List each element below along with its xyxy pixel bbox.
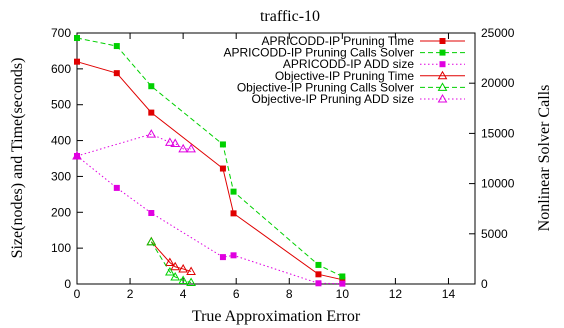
y2-axis-label: Nonlinear Solver Calls [536,85,553,232]
data-point [315,261,322,268]
x-tick-label: 10 [336,287,350,301]
x-tick-label: 14 [442,287,456,301]
series-5 [72,129,196,160]
data-point [148,210,155,217]
data-point [219,141,226,148]
data-point [113,43,120,50]
data-point [170,261,181,271]
data-point [148,109,155,116]
data-point [230,252,237,259]
series-2 [74,152,346,287]
x-tick-label: 6 [233,287,240,301]
series-4 [146,236,196,286]
chart-title: traffic-10 [260,8,320,25]
y2-tick-label: 5000 [481,227,508,241]
legend-swatch-marker [439,61,446,68]
legend-swatch-marker [437,93,448,103]
data-point [339,273,346,280]
data-point [178,263,188,273]
legend-swatch-marker [439,38,446,44]
y-tick-label: 500 [51,98,71,112]
y-tick-label: 400 [51,134,71,148]
x-tick-label: 2 [127,287,134,301]
y-tick-label: 700 [51,26,71,40]
y-tick-label: 600 [51,62,71,76]
legend-label: Objective-IP Pruning Time [275,69,414,83]
legend-label: APRICODD-IP Pruning Calls Solver [223,46,414,60]
data-point [230,210,237,217]
data-point [170,271,181,281]
legend-swatch-marker [437,70,448,80]
y2-tick-label: 20000 [481,76,515,90]
x-tick-label: 12 [389,287,403,301]
data-point [178,143,188,153]
data-point [113,184,120,191]
data-point [148,83,155,90]
data-point [113,70,120,77]
y-tick-label: 200 [51,205,71,219]
y-tick-label: 100 [51,241,71,255]
series-line [150,241,192,283]
data-point [186,143,196,153]
legend-label: APRICODD-IP Pruning Time [262,34,415,48]
x-tick-label: 0 [74,287,81,301]
y-axis-label: Size(nodes) and Time(seconds) [9,58,26,259]
series-line [150,241,192,272]
y-tick-label: 0 [64,277,71,291]
y-tick-label: 300 [51,169,71,183]
y2-tick-label: 10000 [481,177,515,191]
data-point [165,257,175,266]
data-point [219,165,226,172]
legend-label: Objective-IP Pruning ADD size [251,92,414,106]
data-point [315,271,322,278]
series-line [76,155,343,285]
data-point [315,280,322,287]
y2-tick-label: 25000 [481,26,515,40]
data-point [165,266,175,276]
x-tick-label: 4 [180,287,187,301]
data-point [178,275,188,284]
data-point [146,129,157,138]
data-point [74,35,80,42]
data-point [72,150,82,160]
data-point [219,254,226,261]
data-point [230,188,237,195]
data-point [339,276,346,283]
legend-swatch-marker [437,82,448,91]
series-0 [74,58,346,283]
data-point [165,137,175,146]
legend-swatch-marker [439,49,446,56]
data-point [186,277,196,286]
data-point [339,280,346,287]
data-point [170,138,181,147]
y2-tick-label: 15000 [481,126,515,140]
y2-tick-label: 0 [481,277,488,291]
legend-label: APRICODD-IP ADD size [283,57,414,71]
legend-label: Objective-IP Pruning Calls Solver [237,80,414,94]
data-point [74,58,80,65]
data-point [186,266,196,275]
x-tick-label: 8 [286,287,293,301]
x-axis-label: True Approximation Error [192,308,361,325]
series-1 [74,35,346,280]
data-point [146,236,157,246]
